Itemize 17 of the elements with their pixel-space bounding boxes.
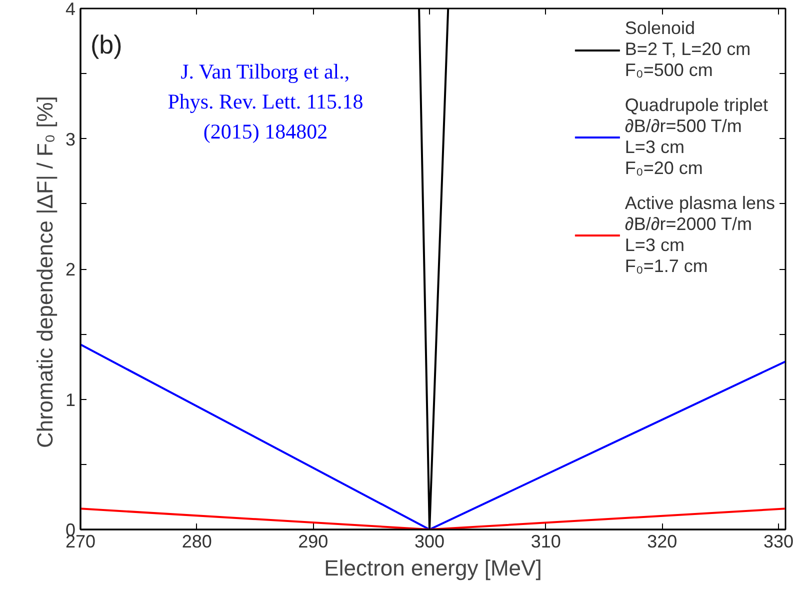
y-tick-label: 4 — [65, 0, 76, 19]
x-axis-title: Electron energy [MeV] — [324, 556, 542, 580]
legend-label: Active plasma lens ∂B/∂r=2000 T/m L=3 cm F₀=1.7 cm — [624, 193, 775, 277]
x-tick-label: 310 — [530, 532, 561, 552]
legend-label: Solenoid B=2 T, L=20 cm F₀=500 cm — [624, 18, 751, 81]
x-tick-label: 300 — [414, 532, 445, 552]
annotation: J. Van Tilborg et al., Phys. Rev. Lett. 115.18 (2015) 184802 — [168, 60, 364, 144]
annotation: (b) — [90, 30, 122, 60]
y-tick-label: 1 — [65, 390, 76, 410]
x-tick-label: 330 — [763, 532, 793, 552]
x-tick-label: 280 — [182, 532, 212, 552]
y-tick-label: 2 — [65, 260, 76, 280]
legend-label: Quadrupole triplet ∂B/∂r=500 T/m L=3 cm F₀=20 cm — [624, 95, 768, 179]
y-tick-label: 3 — [65, 129, 76, 150]
x-tick-label: 320 — [647, 532, 678, 552]
x-tick-label: 290 — [298, 532, 328, 552]
y-axis-title: Chromatic dependence |ΔF| / F₀ [%] — [32, 96, 58, 448]
